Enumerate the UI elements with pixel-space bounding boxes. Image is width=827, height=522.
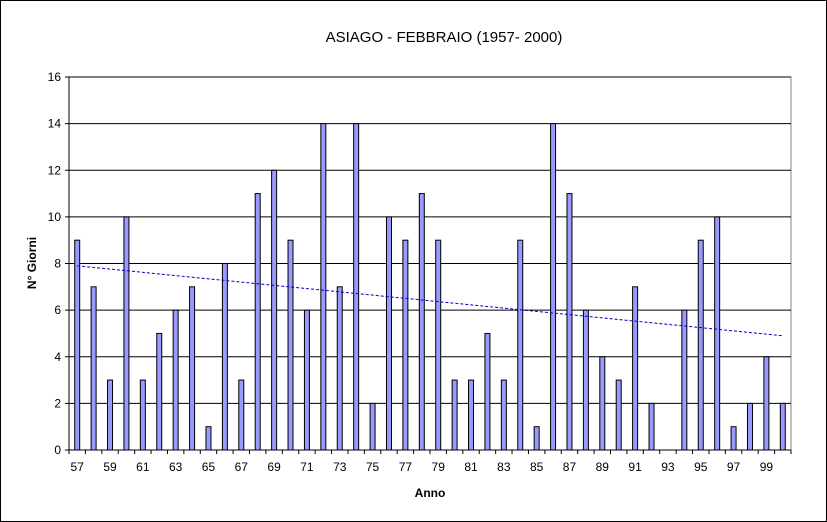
bar-83 — [500, 379, 507, 451]
x-tick-label: 77 — [399, 460, 413, 474]
x-tick-label: 91 — [628, 460, 642, 474]
bar-91 — [632, 286, 639, 451]
bar-76 — [385, 216, 392, 451]
bar-99 — [763, 356, 770, 451]
bar-69 — [271, 169, 278, 451]
bar-97 — [730, 426, 737, 451]
x-axis-label: Anno — [415, 486, 446, 500]
bar-82 — [484, 332, 491, 451]
y-tick-labels: 0 2 4 6 8 10 12 14 16 — [48, 70, 62, 457]
bar-90 — [615, 379, 622, 451]
y-tick-label: 0 — [54, 443, 61, 457]
bar-78 — [418, 193, 425, 451]
bar-61 — [139, 379, 146, 451]
bar-81 — [468, 379, 475, 451]
x-tick-label: 63 — [169, 460, 183, 474]
bar-65 — [205, 426, 212, 451]
bar-98 — [746, 402, 753, 451]
y-tick-label: 2 — [54, 396, 61, 410]
bar-86 — [550, 123, 557, 451]
bar-62 — [156, 332, 163, 451]
trend-line — [77, 265, 783, 337]
x-tick-label: 67 — [235, 460, 249, 474]
x-tick-label: 99 — [760, 460, 774, 474]
bar-66 — [221, 263, 228, 451]
bar-79 — [435, 239, 442, 451]
x-tick-label: 61 — [136, 460, 150, 474]
chart-title: ASIAGO - FEBBRAIO (1957- 2000) — [326, 29, 563, 46]
bar-80 — [451, 379, 458, 451]
bar-70 — [287, 239, 294, 451]
bar-68 — [254, 193, 261, 451]
x-tick-label: 93 — [661, 460, 675, 474]
y-tick-label: 12 — [48, 163, 62, 177]
bar-92 — [648, 402, 655, 451]
bar-74 — [353, 123, 360, 451]
y-tick-label: 10 — [48, 210, 62, 224]
x-tick-label: 95 — [694, 460, 708, 474]
bar-63 — [172, 309, 179, 451]
x-tick-label: 87 — [563, 460, 577, 474]
y-tick-label: 16 — [48, 70, 62, 84]
bar-77 — [402, 239, 409, 451]
bar-72 — [320, 123, 327, 451]
x-tick-label: 89 — [596, 460, 610, 474]
bar-96 — [714, 216, 721, 451]
y-tick-label: 8 — [54, 257, 61, 271]
bar-60 — [123, 216, 130, 451]
bar-59 — [107, 379, 114, 451]
x-tick-label: 57 — [71, 460, 85, 474]
bar-71 — [303, 309, 310, 451]
x-tick-label: 97 — [727, 460, 741, 474]
x-tick-label: 83 — [497, 460, 511, 474]
y-tick-label: 14 — [48, 117, 62, 131]
x-tick-label: 65 — [202, 460, 216, 474]
x-tick-label: 85 — [530, 460, 544, 474]
x-tick-label: 81 — [464, 460, 478, 474]
x-axis — [68, 449, 792, 454]
x-tick-label: 71 — [300, 460, 314, 474]
bar-75 — [369, 402, 376, 451]
y-tick-label: 4 — [54, 350, 61, 364]
bar-88 — [582, 309, 589, 451]
bar-89 — [599, 356, 606, 451]
x-tick-label: 79 — [432, 460, 446, 474]
bars — [74, 123, 786, 451]
bar-64 — [189, 286, 196, 451]
bar-58 — [90, 286, 97, 451]
bar-84 — [517, 239, 524, 451]
x-tick-label: 73 — [333, 460, 347, 474]
bar-87 — [566, 193, 573, 451]
bar-57 — [74, 239, 81, 451]
bar-85 — [533, 426, 540, 451]
x-tick-label: 69 — [267, 460, 281, 474]
x-tick-label: 75 — [366, 460, 380, 474]
bar-95 — [697, 239, 704, 451]
y-tick-label: 6 — [54, 303, 61, 317]
bar-00 — [779, 402, 786, 451]
y-axis-label: N° Giorni — [25, 237, 39, 289]
bar-67 — [238, 379, 245, 451]
x-tick-labels: 57 59 61 63 65 67 69 71 73 75 77 79 81 83 85 87 89 91 93 95… — [71, 460, 774, 474]
bar-73 — [336, 286, 343, 451]
x-tick-label: 59 — [103, 460, 117, 474]
bar-94 — [681, 309, 688, 451]
